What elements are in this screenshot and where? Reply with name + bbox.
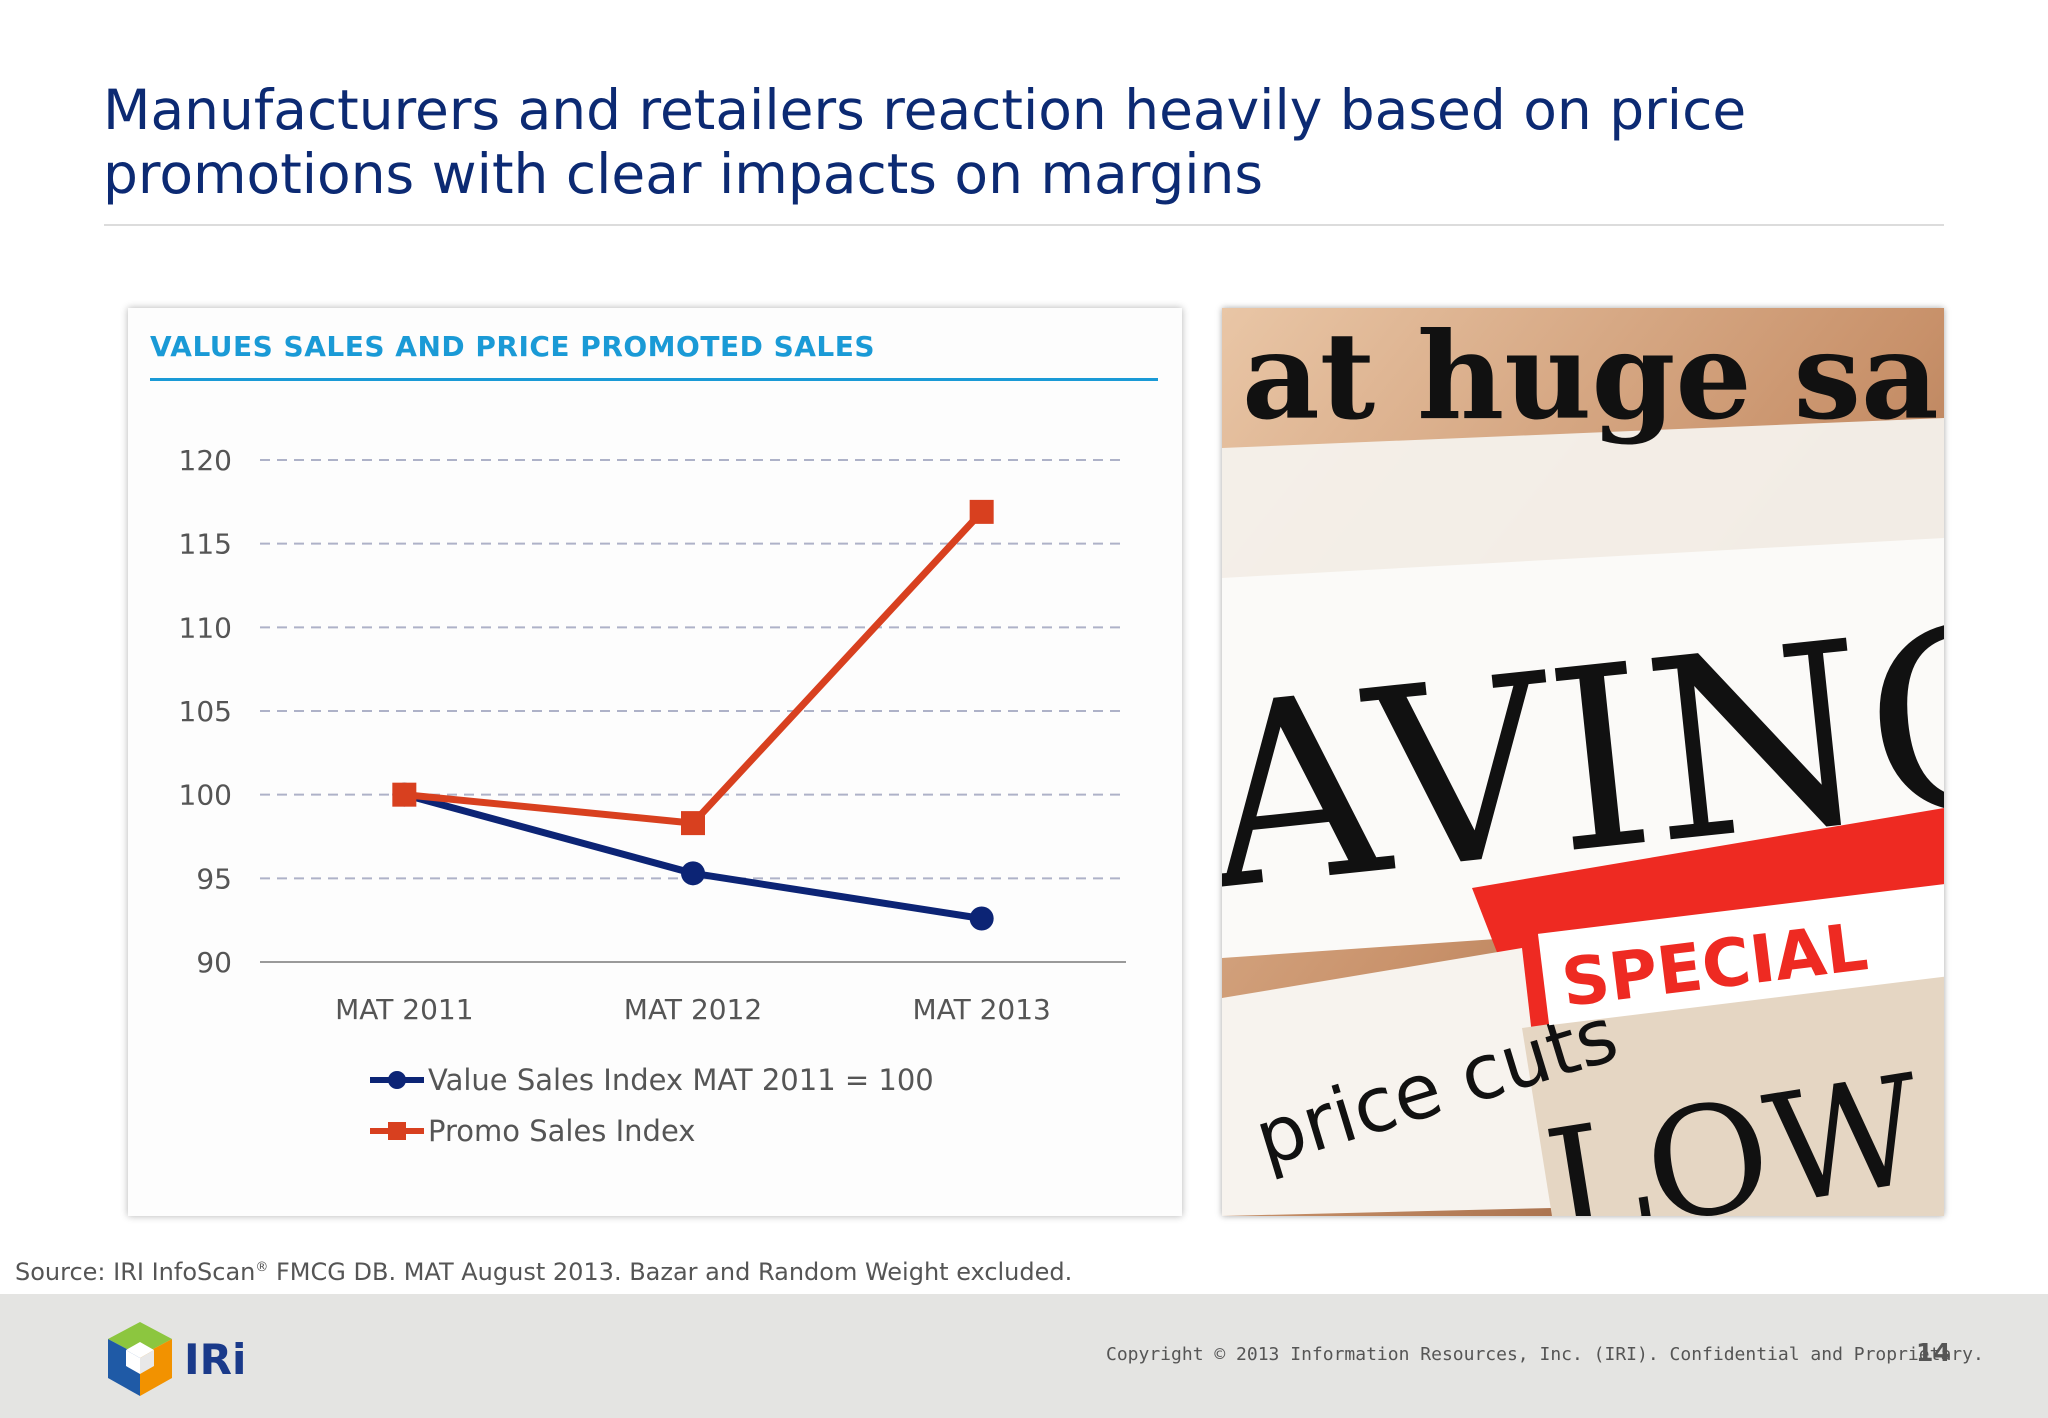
data-point	[969, 499, 994, 524]
iri-logo: IRi	[108, 1322, 246, 1396]
y-tick-label: 95	[196, 862, 232, 895]
title-divider	[104, 224, 1944, 226]
slide-title: Manufacturers and retailers reaction hea…	[103, 78, 1747, 206]
chart-title: VALUES SALES AND PRICE PROMOTED SALES	[150, 330, 876, 363]
y-tick-label: 100	[179, 779, 232, 812]
data-point	[681, 861, 705, 886]
legend-label: Value Sales Index MAT 2011 = 100	[428, 1063, 934, 1097]
chart-title-underline	[150, 378, 1158, 381]
legend-marker	[388, 1122, 406, 1140]
y-tick-label: 110	[179, 611, 232, 644]
data-point	[969, 906, 994, 931]
footer-bar: IRi Copyright © 2013 Information Resourc…	[0, 1294, 2048, 1418]
logo-wordmark: IRi	[184, 1335, 246, 1384]
y-tick-label: 105	[179, 695, 232, 728]
chart-panel: VALUES SALES AND PRICE PROMOTED SALES 90…	[128, 308, 1182, 1216]
copyright-notice: Copyright © 2013 Information Resources, …	[1106, 1344, 1984, 1365]
y-tick-label: 90	[196, 946, 232, 979]
series-line	[403, 509, 985, 827]
data-point	[681, 811, 705, 836]
page-number: 14	[1916, 1338, 1951, 1367]
legend-marker	[388, 1071, 406, 1089]
legend-label: Promo Sales Index	[428, 1114, 695, 1148]
x-tick-label: MAT 2011	[335, 993, 473, 1026]
line-chart: 90 95 100 105 110 115 120 MAT 2011 MAT 2012 MAT 2…	[179, 444, 1126, 1148]
data-point	[392, 782, 417, 807]
x-tick-label: MAT 2012	[624, 993, 762, 1026]
y-tick-label: 120	[179, 444, 232, 477]
newspaper-photo: at huge sa AVING price cuts SPECIAL LOW …	[1222, 308, 1944, 1216]
x-tick-label: MAT 2013	[912, 993, 1050, 1026]
source-note: Source: IRI InfoScan® FMCG DB. MAT Augus…	[15, 1258, 1073, 1286]
photo-text-huge-sale: at huge sa	[1242, 308, 1939, 447]
y-tick-label: 115	[179, 528, 232, 561]
